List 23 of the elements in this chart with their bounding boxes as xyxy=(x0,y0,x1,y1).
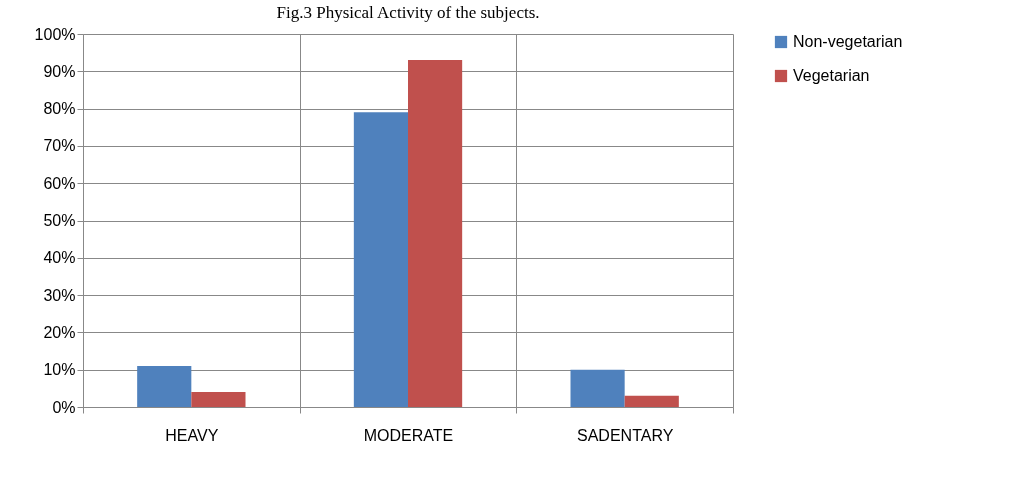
bar xyxy=(191,392,246,407)
legend-label: Non-vegetarian xyxy=(793,33,903,50)
y-tick-label: 50% xyxy=(43,212,76,229)
bar xyxy=(570,369,625,407)
y-tick-label: 60% xyxy=(43,174,76,192)
y-tick-label: 100% xyxy=(34,25,76,43)
y-tick-label: 70% xyxy=(43,137,76,155)
y-tick-label: 30% xyxy=(43,286,76,304)
y-tick-label: 40% xyxy=(43,249,76,267)
bar xyxy=(408,60,463,407)
x-tick-label: SADENTARY xyxy=(577,426,674,444)
y-tick-label: 10% xyxy=(43,361,76,379)
y-tick-label: 90% xyxy=(43,62,76,80)
bar xyxy=(137,365,192,407)
bar xyxy=(624,395,679,407)
y-tick-label: 0% xyxy=(52,398,76,416)
y-tick-label: 20% xyxy=(43,323,76,341)
legend-label: Vegetarian xyxy=(793,67,870,84)
chart-title: Fig.3 Physical Activity of the subjects. xyxy=(276,3,540,22)
y-tick-label: 80% xyxy=(43,100,76,118)
bar xyxy=(353,112,408,407)
x-tick-label: MODERATE xyxy=(363,426,454,444)
x-tick-label: HEAVY xyxy=(165,426,219,444)
